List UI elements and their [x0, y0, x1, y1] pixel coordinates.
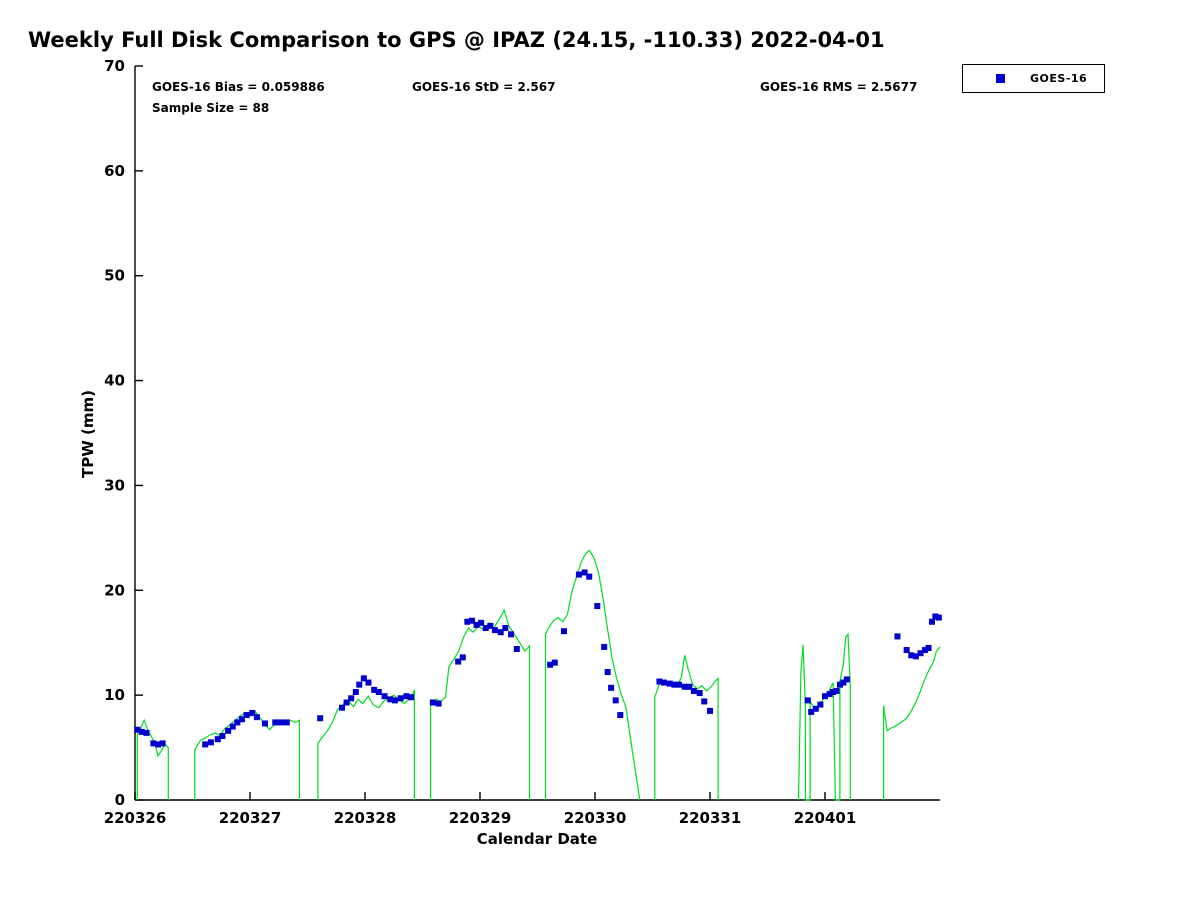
- svg-text:220331: 220331: [679, 809, 742, 827]
- svg-text:40: 40: [104, 372, 125, 390]
- svg-text:0: 0: [115, 791, 125, 809]
- legend-label: GOES-16: [1030, 72, 1088, 85]
- svg-text:50: 50: [104, 267, 125, 285]
- svg-text:220401: 220401: [794, 809, 857, 827]
- svg-text:220327: 220327: [219, 809, 282, 827]
- svg-text:220326: 220326: [104, 809, 167, 827]
- stat-std: GOES-16 StD = 2.567: [412, 80, 556, 94]
- svg-text:220329: 220329: [449, 809, 512, 827]
- svg-text:20: 20: [104, 581, 125, 599]
- svg-text:220328: 220328: [334, 809, 397, 827]
- page-title: Weekly Full Disk Comparison to GPS @ IPA…: [28, 28, 885, 52]
- svg-text:30: 30: [104, 476, 125, 494]
- stat-rms: GOES-16 RMS = 2.5677: [760, 80, 918, 94]
- stat-bias: GOES-16 Bias = 0.059886: [152, 80, 325, 94]
- svg-text:220330: 220330: [564, 809, 627, 827]
- svg-text:60: 60: [104, 162, 125, 180]
- legend-box: GOES-16: [962, 64, 1105, 93]
- svg-text:70: 70: [104, 57, 125, 75]
- svg-text:10: 10: [104, 686, 125, 704]
- legend-marker-icon: [996, 74, 1005, 83]
- stat-sample-size: Sample Size = 88: [152, 101, 270, 115]
- x-axis-label: Calendar Date: [476, 830, 598, 848]
